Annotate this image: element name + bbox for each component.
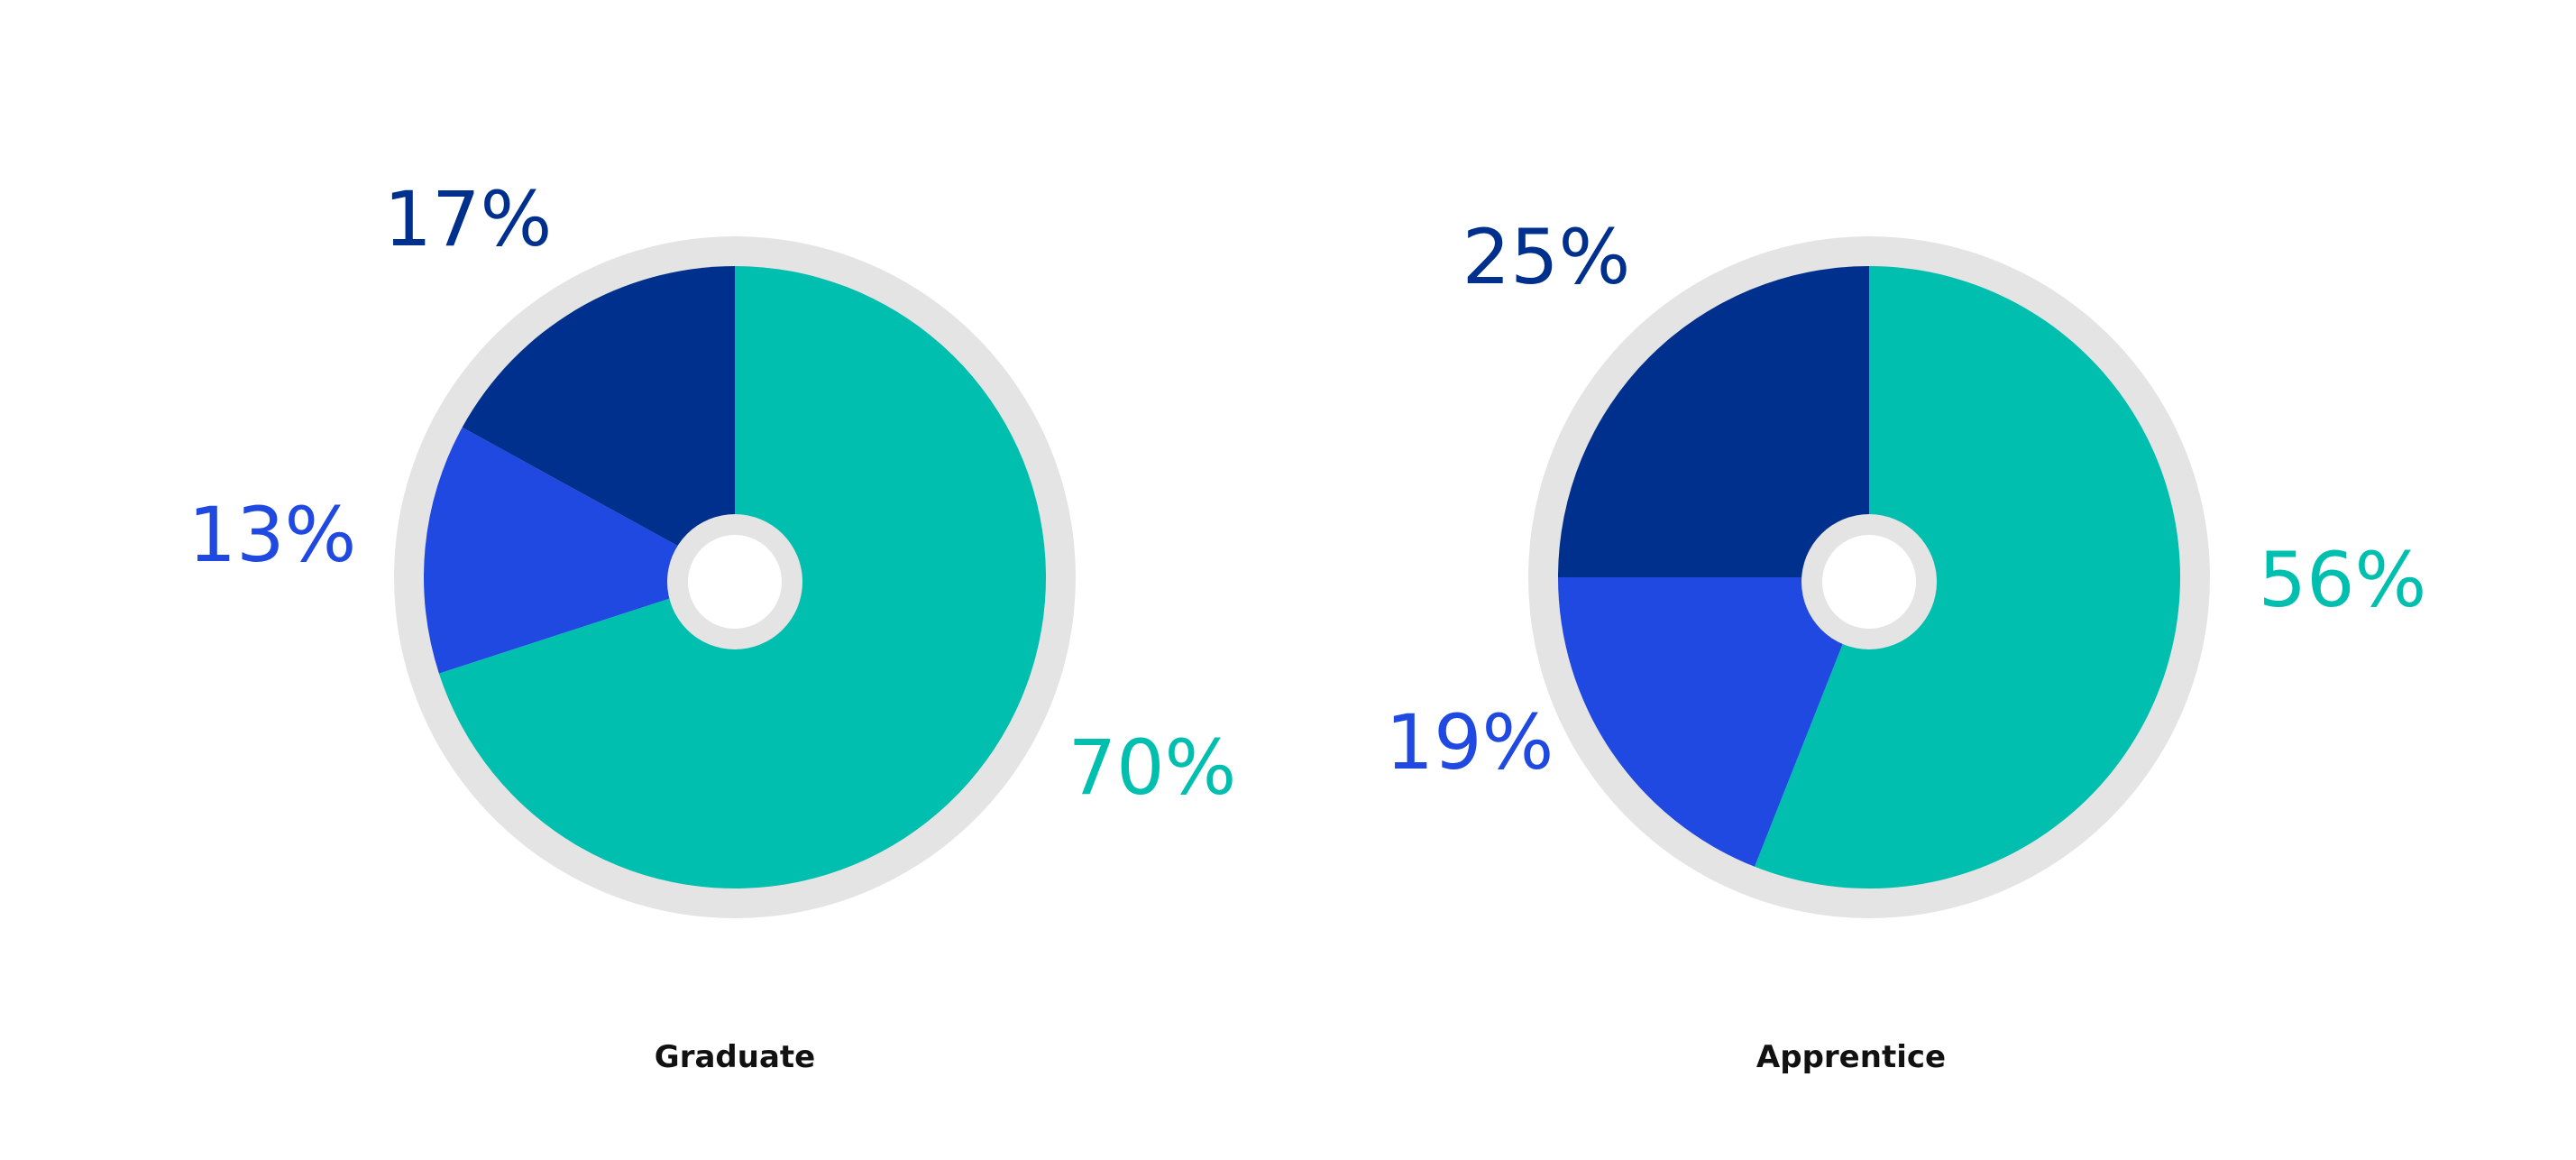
apprentice-slice-label-56: 56% (2259, 536, 2427, 624)
apprentice-caption: Apprentice (1756, 1039, 1946, 1075)
apprentice-center-hole (1822, 535, 1916, 629)
apprentice-slice-label-25: 25% (1462, 213, 1631, 301)
graduate-pie-chart: Graduate 70% 13% 17% (188, 175, 1237, 1075)
apprentice-slice-56 (1755, 266, 2181, 888)
graduate-caption: Graduate (655, 1039, 815, 1075)
apprentice-slice-19 (1558, 577, 1869, 867)
graduate-slice-label-17: 17% (384, 175, 553, 263)
graduate-slice-17 (462, 265, 735, 577)
apprentice-slice-label-19: 19% (1386, 698, 1554, 787)
graduate-slice-13 (424, 427, 735, 674)
graduate-center-hole (688, 535, 782, 629)
graduate-slice-label-13: 13% (188, 491, 357, 579)
apprentice-slice-25 (1558, 266, 1869, 577)
apprentice-pie-chart: Apprentice 56% 19% 25% (1386, 213, 2427, 1075)
graduate-slice-label-70: 70% (1068, 723, 1237, 812)
